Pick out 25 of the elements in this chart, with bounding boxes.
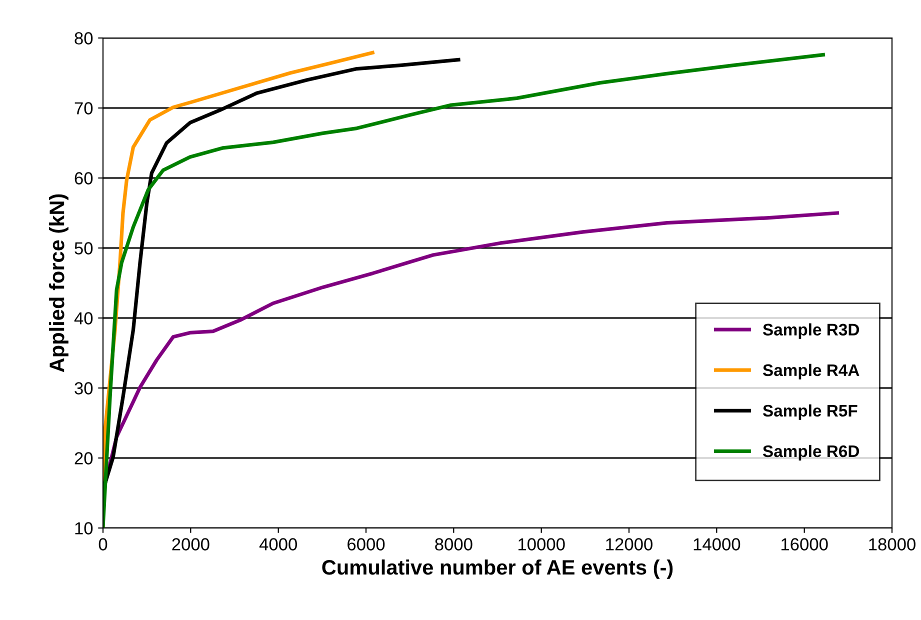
x-tick-label: 6000: [348, 538, 385, 550]
y-axis-title: Applied force (kN): [48, 194, 68, 372]
x-tick-label: 14000: [694, 538, 740, 550]
x-axis-title: Cumulative number of AE events (-): [322, 559, 673, 579]
x-tick-label: 0: [98, 538, 108, 550]
x-tick-label: 4000: [259, 538, 297, 550]
y-tick-label: 10: [75, 522, 93, 534]
y-tick-label: 70: [74, 102, 93, 114]
legend-label: Sample R3D: [762, 323, 860, 339]
y-tick-label: 30: [74, 382, 93, 394]
x-tick-label: 18000: [869, 538, 916, 550]
y-tick-label: 40: [74, 312, 93, 324]
x-tick-label: 8000: [435, 538, 472, 550]
x-tick-label: 10000: [518, 538, 565, 550]
x-tick-label: 2000: [172, 538, 210, 550]
legend-label: Sample R4A: [762, 364, 860, 380]
x-tick-label: 12000: [606, 538, 652, 550]
y-tick-label: 20: [74, 452, 93, 464]
legend-label: Sample R6D: [762, 444, 860, 460]
y-tick-label: 60: [74, 172, 93, 184]
legend-label: Sample R5F: [762, 404, 858, 420]
y-tick-label: 80: [74, 32, 93, 44]
x-tick-label: 16000: [782, 538, 828, 550]
line-series: [103, 52, 825, 528]
y-tick-label: 50: [74, 242, 93, 254]
